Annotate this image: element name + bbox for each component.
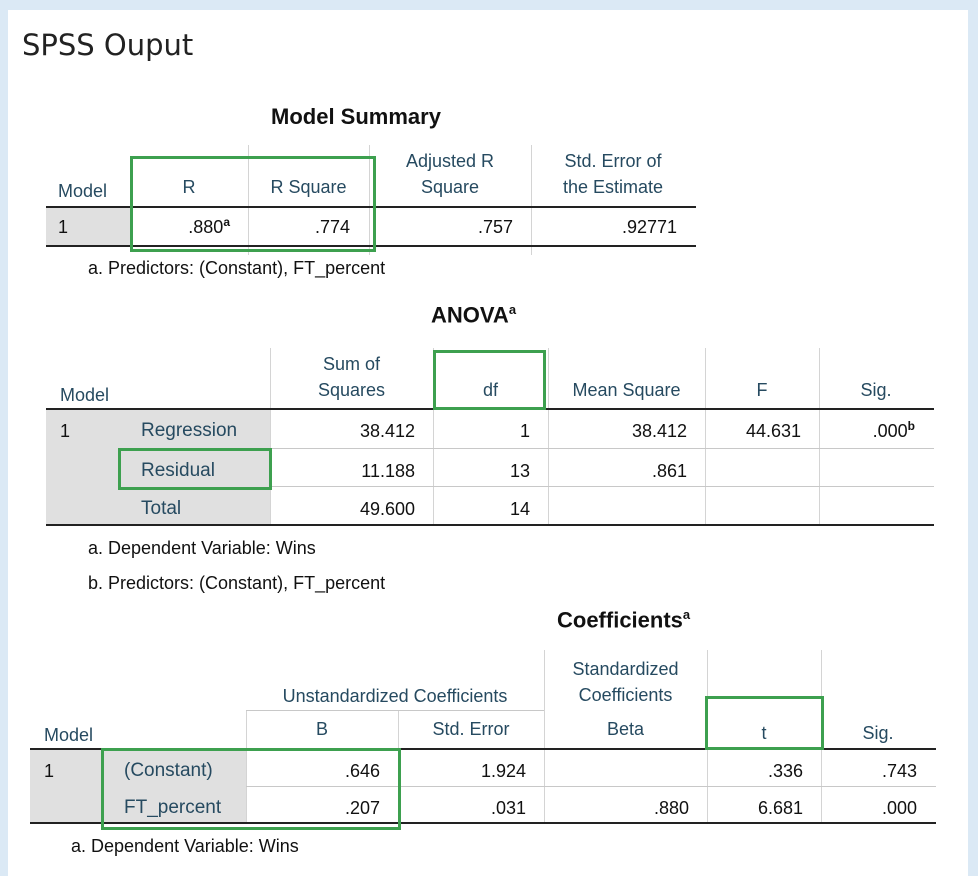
coefficients-title: Coefficientsa [557,607,691,633]
coef-cell-b-ft-percent: .207 [344,798,380,818]
coef-cell-t-constant: .336 [767,761,803,781]
highlight-box-r-rsquare [130,156,376,252]
anova-header-sum-of-squares: Sum of Squares [317,354,386,400]
ms-cell-r: .880a [188,215,230,237]
anova-footnote-b: b. Predictors: (Constant), FT_percent [88,573,386,593]
coef-cell-sig-ft-percent: .000 [881,798,917,818]
coef-header-t: t [761,723,767,743]
anova-cell-ss-residual: 11.188 [361,461,415,481]
coef-cell-se-ft-percent: .031 [490,798,526,818]
ms-cell-adjusted-r: .757 [477,217,513,237]
coef-cell-sig-constant: .743 [881,761,917,781]
anova-cell-f-regression: 44.631 [745,421,801,441]
ms-header-r-square: R Square [270,177,347,197]
highlight-box-df [433,350,546,410]
highlight-box-t [705,696,824,750]
anova-header-df: df [482,380,498,400]
coef-header-b: B [315,719,328,739]
anova-header-sig: Sig. [860,380,892,400]
ms-row-label-cell [46,208,130,245]
anova-cell-df-total: 14 [509,499,530,519]
anova-cell-sig-regression: .000b [872,419,915,441]
coef-row-label-constant: (Constant) [124,760,213,781]
anova-title: ANOVAa [431,302,517,328]
anova-header-model: Model [60,385,110,405]
coef-header-std-error: Std. Error [432,719,510,739]
coef-header-standardized: Standardized Coefficients [572,659,679,705]
anova-cell-ms-regression: 38.412 [631,421,687,441]
anova-row-label-regression: Regression [141,420,238,441]
coef-cell-beta-ft-percent: .880 [653,798,689,818]
anova-row-label-total: Total [141,498,182,519]
output-page: SPSS Ouput Model Summary Model R R Squar… [8,10,968,876]
anova-header-f: F [756,380,768,400]
anova-footnote-a: a. Dependent Variable: Wins [88,538,316,558]
ms-cell-std-error: .92771 [621,217,677,237]
page-title: SPSS Ouput [22,28,194,62]
coef-footnote: a. Dependent Variable: Wins [71,836,299,856]
coef-cell-model: 1 [44,761,55,781]
coef-header-unstandardized: Unstandardized Coefficients [282,686,508,706]
anova-row-label-residual: Residual [141,460,215,481]
anova-cell-ss-regression: 38.412 [359,421,415,441]
highlight-box-coefficients [101,748,401,830]
coef-header-beta: Beta [606,719,645,739]
ms-header-model: Model [58,181,108,201]
anova-label-column [46,410,270,524]
coef-header-sig: Sig. [862,723,894,743]
coef-cell-b-constant: .646 [344,761,380,781]
model-summary-title: Model Summary [271,104,441,129]
anova-cell-model: 1 [60,421,71,441]
anova-cell-ms-residual: .861 [651,461,687,481]
ms-footnote: a. Predictors: (Constant), FT_percent [88,258,386,278]
coef-cell-t-ft-percent: 6.681 [757,798,803,818]
anova-cell-df-residual: 13 [509,461,530,481]
coef-row-label-ft-percent: FT_percent [124,797,222,818]
ms-header-std-error: Std. Error of the Estimate [562,151,664,197]
anova-header-mean-square: Mean Square [572,380,681,400]
ms-header-r: R [182,177,196,197]
anova-cell-df-regression: 1 [519,421,530,441]
ms-header-adjusted-r: Adjusted R Square [405,151,495,197]
ms-cell-model: 1 [58,217,69,237]
anova-cell-ss-total: 49.600 [359,499,415,519]
highlight-box-residual [118,448,272,490]
coef-cell-se-constant: 1.924 [480,761,526,781]
coef-header-model: Model [44,725,94,745]
ms-cell-r-square: .774 [314,217,350,237]
coef-label-column [30,750,246,822]
